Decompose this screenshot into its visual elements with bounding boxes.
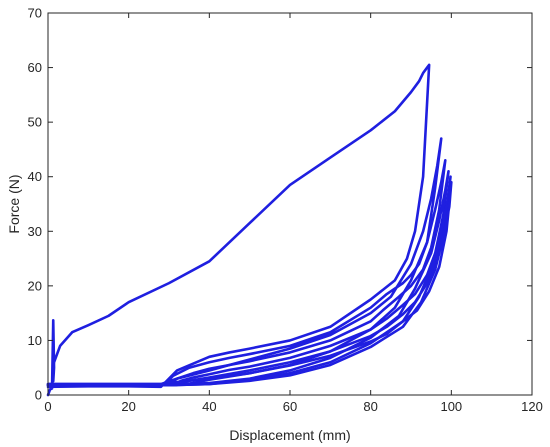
y-tick-label: 50: [28, 115, 42, 130]
y-axis-label: Force (N): [6, 174, 22, 233]
y-tick-label: 20: [28, 278, 42, 293]
y-tick-label: 40: [28, 169, 42, 184]
x-tick-label: 100: [440, 399, 462, 414]
y-tick-label: 0: [35, 388, 42, 403]
y-tick-label: 10: [28, 333, 42, 348]
plot-area: [48, 13, 532, 395]
y-tick-label: 60: [28, 60, 42, 75]
x-tick-label: 60: [283, 399, 297, 414]
series-layer: [46, 63, 453, 397]
series-line-1: [46, 63, 431, 397]
x-tick-label: 20: [121, 399, 135, 414]
tick-layer: 0 20 40 60 80 100 120 0 10 20 30 40 50 60 70: [28, 6, 543, 415]
y-tick-label: 30: [28, 224, 42, 239]
x-tick-label: 0: [44, 399, 51, 414]
y-tick-label: 70: [28, 6, 42, 21]
x-tick-label: 120: [521, 399, 543, 414]
series-line-6: [46, 180, 453, 387]
x-tick-label: 80: [363, 399, 377, 414]
x-tick-label: 40: [202, 399, 216, 414]
x-axis-label: Displacement (mm): [229, 427, 350, 443]
